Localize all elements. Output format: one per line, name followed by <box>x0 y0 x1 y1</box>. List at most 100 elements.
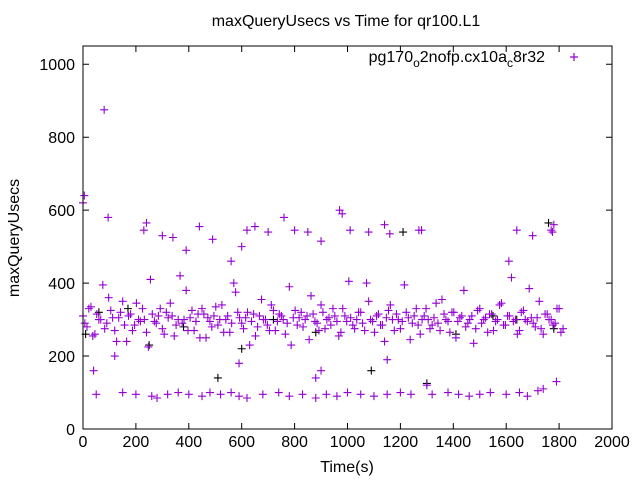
data-point <box>475 304 484 313</box>
data-point <box>250 222 259 231</box>
data-point <box>263 321 272 330</box>
data-point <box>461 322 470 331</box>
data-point <box>483 328 492 337</box>
data-point <box>311 393 320 402</box>
data-point <box>291 306 300 315</box>
data-point <box>525 284 534 293</box>
data-point <box>340 311 349 320</box>
legend-label: pg170o2nofp.cx10ac8r32 <box>369 49 546 70</box>
data-point <box>299 322 308 331</box>
data-point <box>269 315 278 324</box>
data-point <box>110 326 119 335</box>
data-point <box>521 315 530 324</box>
data-point <box>362 279 371 288</box>
data-point <box>205 317 214 326</box>
y-tick-label: 400 <box>48 276 75 293</box>
data-point <box>517 308 526 317</box>
data-point <box>130 321 139 330</box>
data-point <box>334 331 343 340</box>
data-point <box>102 319 111 328</box>
data-point <box>360 326 369 335</box>
data-point <box>170 331 179 340</box>
data-point <box>80 191 89 200</box>
data-point <box>344 277 353 286</box>
data-point <box>182 246 191 255</box>
data-point <box>350 324 359 333</box>
data-point <box>187 306 196 315</box>
data-point <box>124 311 133 320</box>
data-point <box>491 317 500 326</box>
data-point <box>243 308 252 317</box>
data-point <box>223 311 232 320</box>
data-point <box>356 390 365 399</box>
x-tick-label: 1200 <box>383 434 419 451</box>
data-point <box>162 308 171 317</box>
data-point <box>428 321 437 330</box>
data-point <box>217 300 226 309</box>
data-point <box>106 306 115 315</box>
data-point <box>444 317 453 326</box>
legend-marker <box>570 53 578 61</box>
data-point <box>118 388 127 397</box>
data-point <box>100 105 109 114</box>
data-point <box>207 322 216 331</box>
data-point <box>100 324 109 333</box>
data-point <box>205 388 214 397</box>
data-point <box>139 226 148 235</box>
data-point <box>163 390 172 399</box>
data-point <box>309 310 318 319</box>
data-point <box>396 388 405 397</box>
data-point <box>533 386 542 395</box>
data-point <box>118 297 127 306</box>
data-point <box>406 390 415 399</box>
data-point <box>186 313 195 322</box>
data-point <box>394 315 403 324</box>
data-point <box>144 342 153 351</box>
data-point <box>384 306 393 315</box>
data-point <box>235 313 244 322</box>
data-point <box>249 310 258 319</box>
data-point <box>455 313 464 322</box>
data-point <box>399 228 408 237</box>
data-point <box>153 393 162 402</box>
data-point <box>332 317 341 326</box>
data-point <box>140 315 149 324</box>
data-point <box>131 390 140 399</box>
data-point <box>366 315 375 324</box>
data-point <box>440 310 449 319</box>
data-point <box>322 315 331 324</box>
data-point <box>275 310 284 319</box>
data-point <box>513 330 522 339</box>
data-point <box>545 315 554 324</box>
data-point <box>227 257 236 266</box>
data-point <box>406 335 415 344</box>
data-point <box>237 344 246 353</box>
data-point <box>552 377 561 386</box>
data-point <box>441 315 450 324</box>
data-point <box>330 311 339 320</box>
data-point <box>346 313 355 322</box>
data-point <box>156 304 165 313</box>
data-point <box>549 220 558 229</box>
data-point <box>147 392 156 401</box>
data-point <box>314 326 323 335</box>
data-point <box>306 291 315 300</box>
data-point <box>273 317 282 326</box>
data-point <box>549 324 558 333</box>
data-point <box>336 328 345 337</box>
data-point <box>213 373 222 382</box>
data-point <box>378 321 387 330</box>
data-point <box>374 310 383 319</box>
data-point <box>303 228 312 237</box>
data-point <box>298 390 307 399</box>
data-point <box>209 311 218 320</box>
data-points <box>79 105 568 402</box>
data-point <box>501 321 510 330</box>
data-point <box>346 226 355 235</box>
data-point <box>539 330 548 339</box>
data-point <box>277 311 286 320</box>
data-point <box>237 242 246 251</box>
data-point <box>392 310 401 319</box>
